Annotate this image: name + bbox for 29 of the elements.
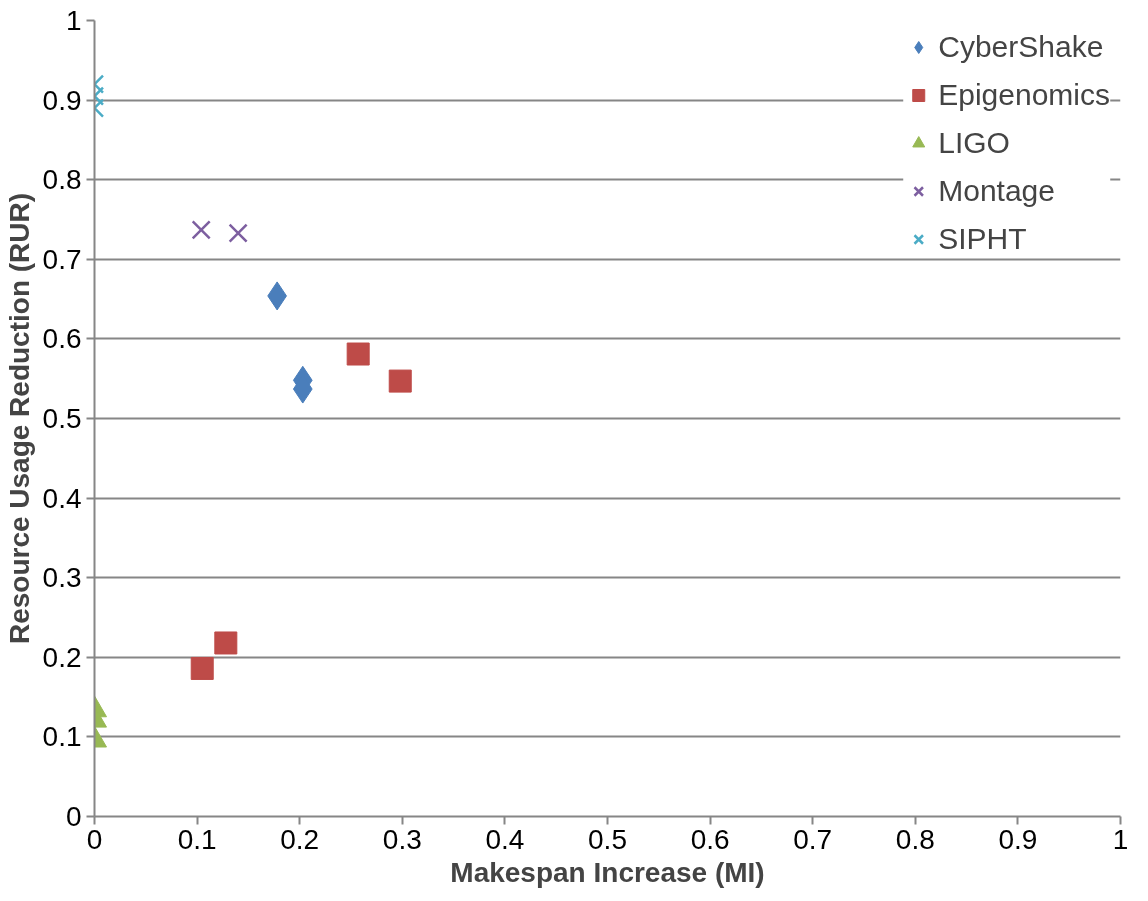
x-tick-label: 0.8 [895,823,935,855]
x-tick-label: 0.6 [690,823,730,855]
y-tick-label: 0.1 [42,721,82,753]
x-tick-label: 0.4 [485,823,525,855]
y-tick-label: 0.3 [42,562,82,594]
x-tick-label: 0.7 [793,823,833,855]
legend-label: Montage [938,174,1055,208]
y-tick-label: 0 [65,801,82,832]
y-tick-label: 1 [65,5,82,36]
x-tick-label: 0.3 [382,823,422,855]
legend-label: Epigenomics [938,78,1110,112]
y-tick-label: 0.4 [42,482,82,514]
y-tick-label: 0.5 [42,403,82,434]
y-tick-label: 0.2 [42,641,82,673]
x-axis-title: Makespan Increase (MI) [450,856,765,888]
y-tick-label: 0.9 [42,84,82,116]
legend-label: SIPHT [938,222,1027,256]
y-tick-label: 0.6 [42,323,82,355]
y-tick-label: 0.7 [42,243,82,275]
y-tick-label: 0.8 [42,164,82,196]
x-tick-label: 0 [86,823,103,855]
x-tick-label: 0.2 [280,823,320,855]
x-tick-label: 0.9 [998,823,1038,855]
x-tick-label: 0.5 [588,823,627,855]
x-tick-label: 1 [1112,823,1129,855]
legend-label: CyberShake [938,30,1104,64]
y-axis-title: Resource Usage Reduction (RUR) [3,192,35,645]
legend-label: LIGO [938,126,1010,160]
x-tick-label: 0.1 [177,823,217,855]
